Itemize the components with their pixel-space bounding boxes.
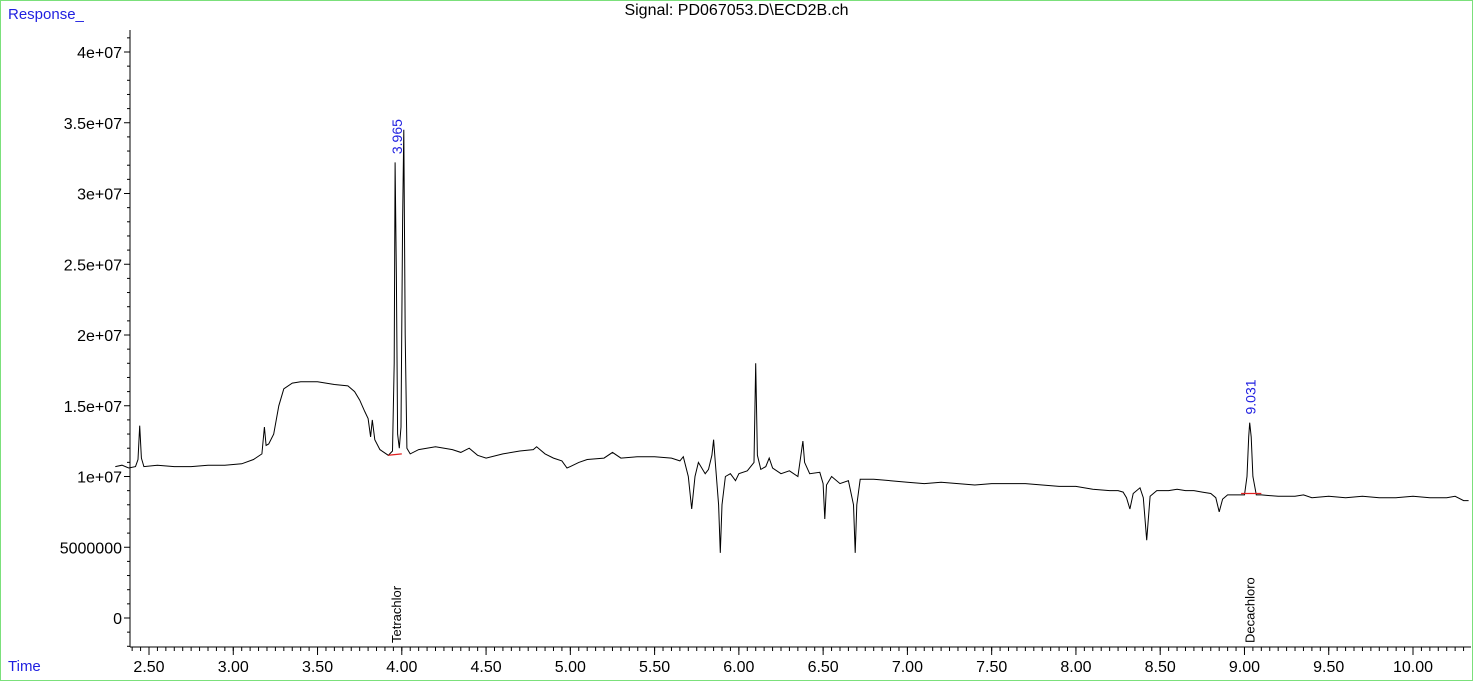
x-tick-label: 5.50 [639,659,670,676]
x-tick-label: 3.00 [218,659,249,676]
x-tick-label: 7.50 [976,659,1007,676]
signal-trace [115,129,1469,553]
y-tick-label: 1e+07 [77,470,122,487]
chart-title: Signal: PD067053.D\ECD2B.ch [624,2,849,19]
y-tick-label: 2e+07 [77,328,122,345]
x-tick-label: 2.50 [133,659,164,676]
x-tick-label: 4.00 [386,659,417,676]
x-tick-label: 6.00 [723,659,754,676]
x-tick-label: 9.00 [1229,659,1260,676]
y-tick-label: 4e+07 [77,45,122,62]
compound-label: Tetrachlor [389,585,404,643]
x-tick-label: 5.00 [555,659,586,676]
compound-label: Decachloro [1243,577,1258,643]
y-tick-label: 3.5e+07 [64,116,122,133]
x-tick-label: 6.50 [808,659,839,676]
x-axis-label: Time [8,658,41,675]
y-tick-label: 1.5e+07 [64,399,122,416]
peak-rt-label: 9.031 [1243,379,1259,414]
y-tick-label: 3e+07 [77,187,122,204]
peak-rt-label: 3.965 [389,119,405,154]
y-tick-label: 2.5e+07 [64,257,122,274]
y-tick-label: 5000000 [60,540,122,557]
x-tick-label: 8.00 [1060,659,1091,676]
peak-baseline [388,453,402,456]
x-tick-label: 8.50 [1145,659,1176,676]
y-tick-label: 0 [113,611,122,628]
y-axis-label: Response_ [8,6,84,23]
x-tick-label: 10.00 [1393,659,1433,676]
x-tick-label: 9.50 [1313,659,1344,676]
x-tick-label: 3.50 [302,659,333,676]
x-tick-label: 4.50 [470,659,501,676]
x-tick-label: 7.00 [892,659,923,676]
